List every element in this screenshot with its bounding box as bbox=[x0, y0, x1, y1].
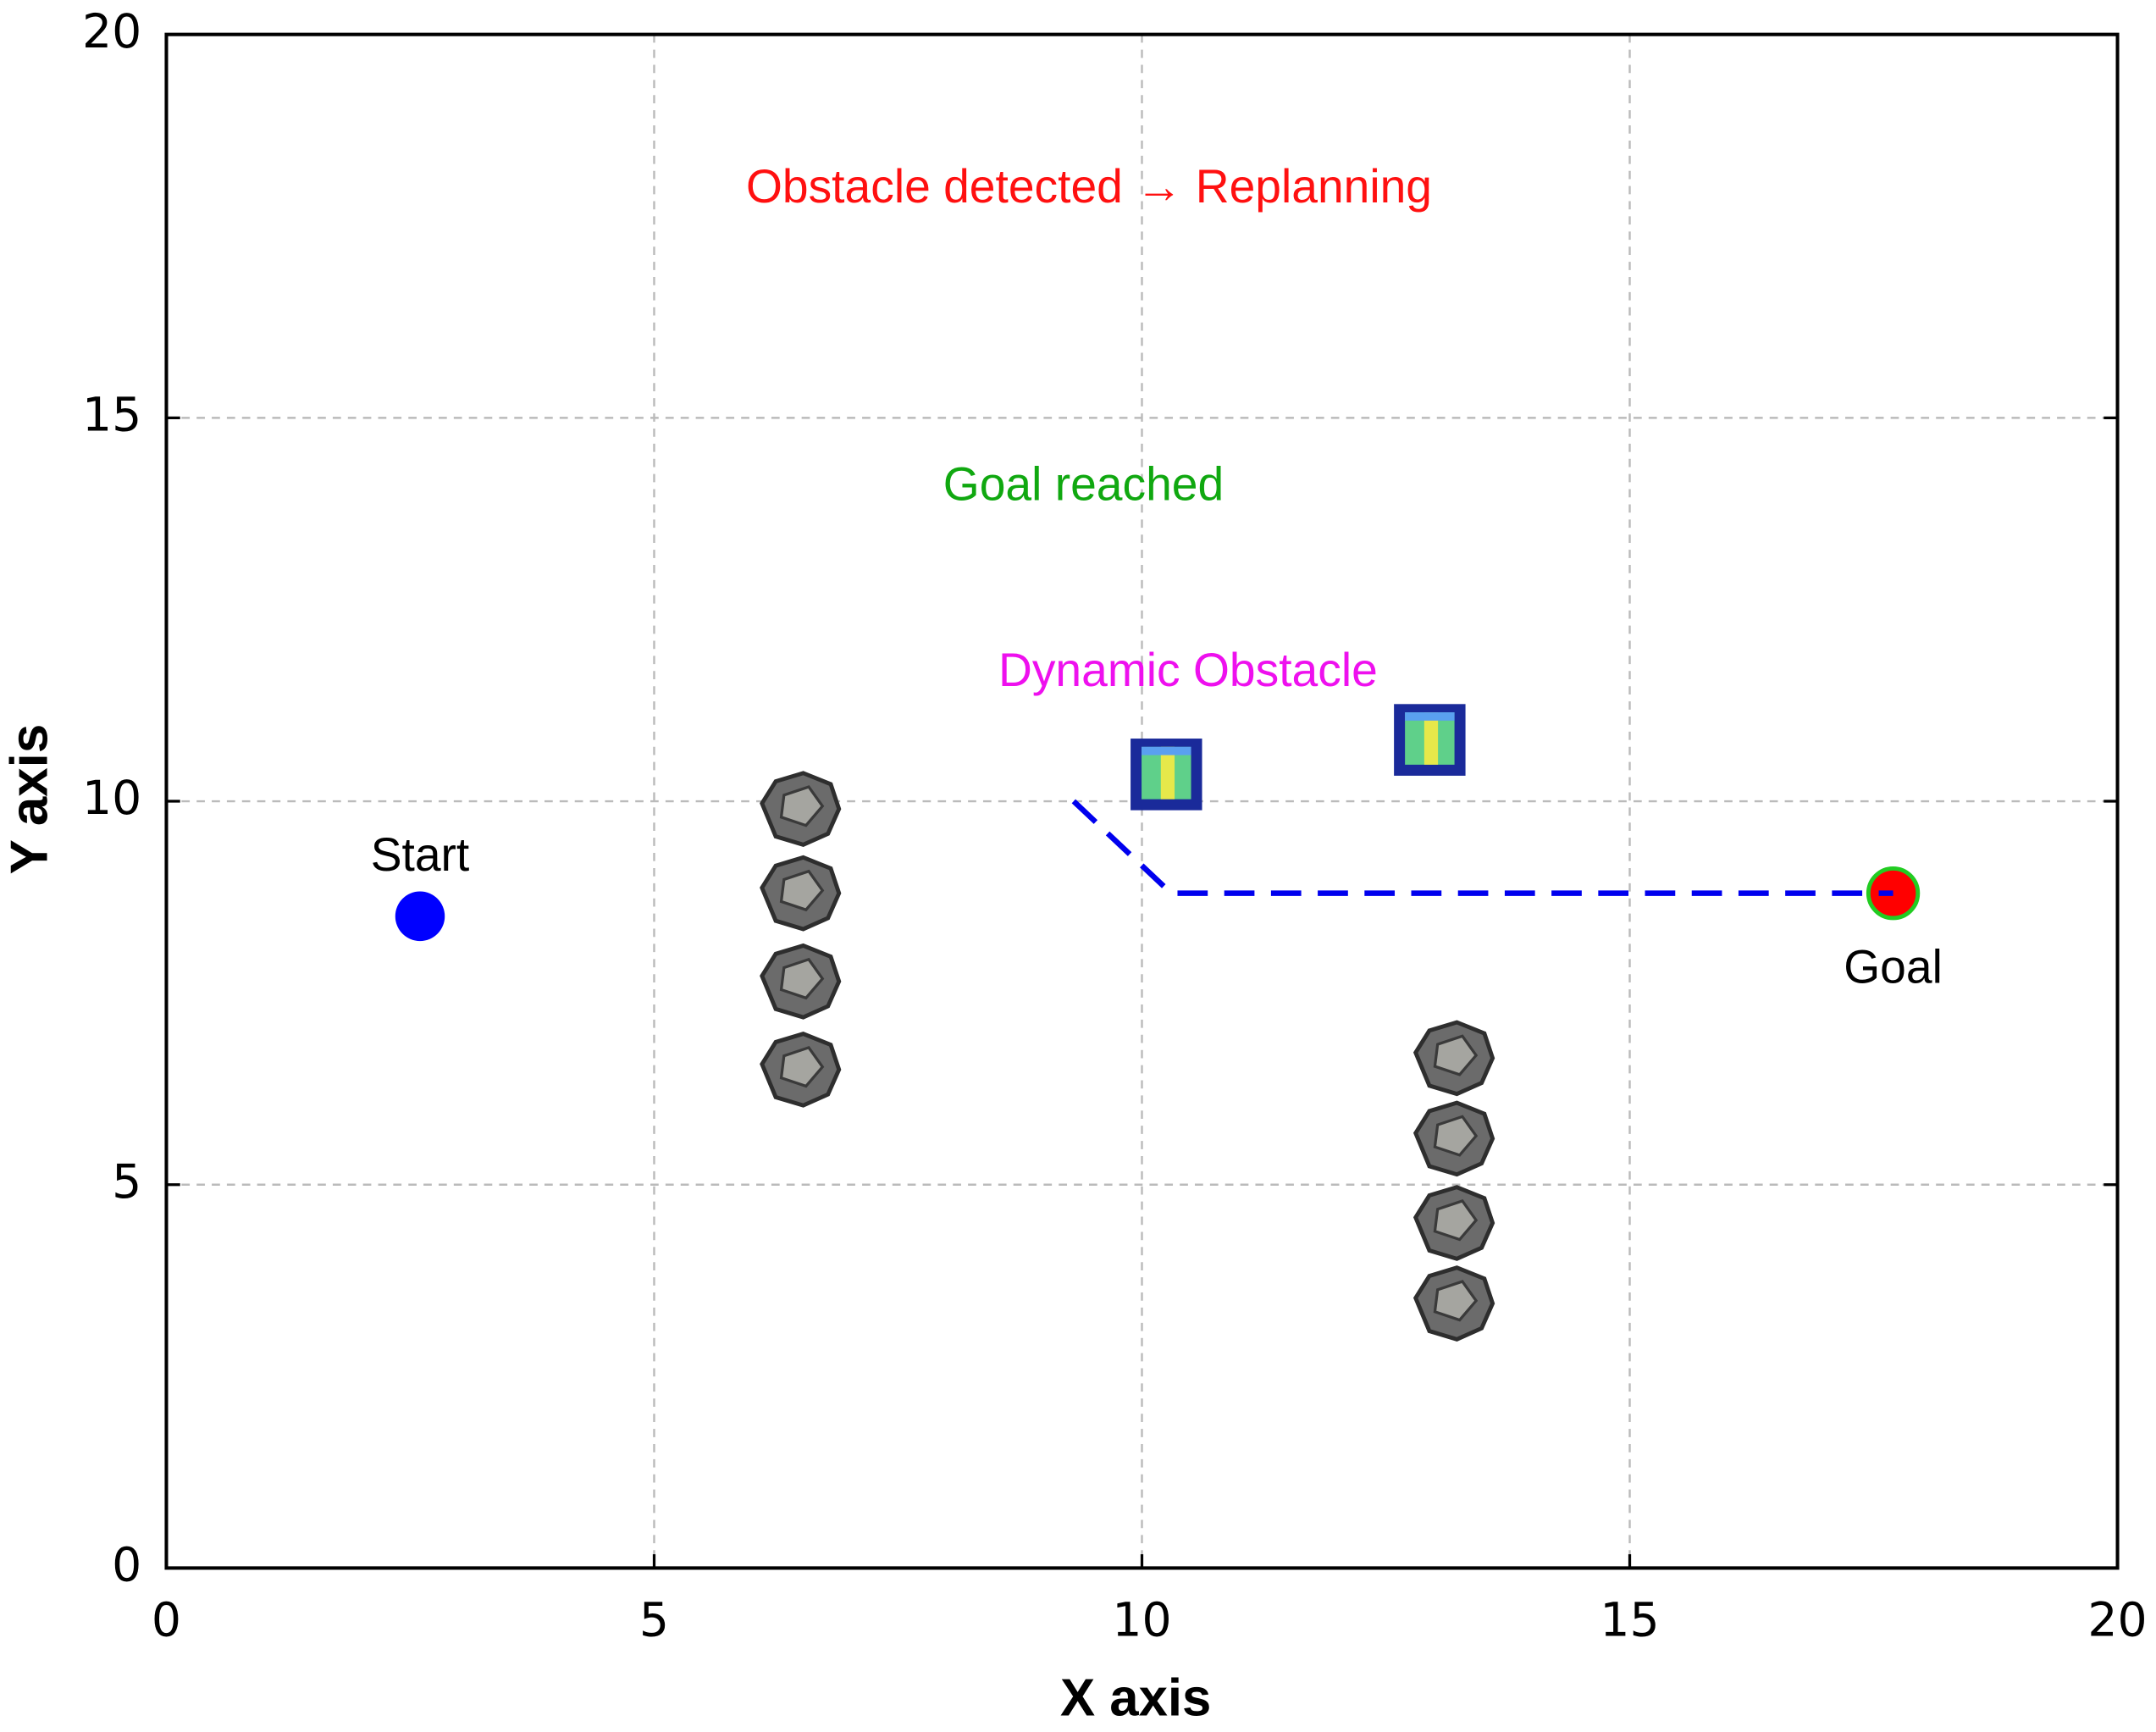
x-tick-label: 20 bbox=[2087, 1594, 2147, 1648]
rock-facet bbox=[779, 869, 825, 912]
rock-facet bbox=[1433, 1280, 1479, 1322]
rock-obstacle bbox=[1412, 1185, 1495, 1261]
rock-facet bbox=[779, 785, 825, 827]
y-tick-label: 10 bbox=[82, 772, 141, 826]
x-tick-label: 15 bbox=[1600, 1594, 1659, 1648]
x-tick-label: 0 bbox=[152, 1594, 181, 1648]
path-line bbox=[1071, 799, 1893, 896]
dynamic-obstacle bbox=[1131, 739, 1202, 811]
point-label: Goal bbox=[1844, 940, 1943, 993]
y-tick-label: 0 bbox=[112, 1539, 141, 1593]
y-tick-label: 20 bbox=[82, 5, 141, 59]
y-tick-label: 15 bbox=[82, 388, 141, 442]
annotation: Goal reached bbox=[943, 457, 1224, 510]
rock-obstacle bbox=[1412, 1100, 1495, 1177]
point-label: Start bbox=[371, 828, 470, 881]
x-tick-label: 10 bbox=[1112, 1594, 1171, 1648]
x-axis-label: X axis bbox=[1060, 1668, 1211, 1727]
rock-obstacle bbox=[760, 771, 842, 847]
x-tick-label: 5 bbox=[639, 1594, 669, 1648]
rock-obstacle bbox=[760, 1032, 842, 1108]
rock-facet bbox=[1433, 1199, 1479, 1242]
dynamic-obstacle bbox=[1394, 704, 1466, 776]
rock-facet bbox=[1433, 1034, 1479, 1076]
rock-facet bbox=[779, 957, 825, 1000]
box-stripe bbox=[1405, 712, 1455, 721]
annotation: Dynamic Obstacle bbox=[998, 644, 1378, 696]
box-stripe bbox=[1160, 746, 1175, 800]
rock-facet bbox=[1433, 1115, 1479, 1157]
rock-obstacle bbox=[1412, 1020, 1495, 1097]
y-axis-label: Y axis bbox=[0, 724, 58, 875]
box-stripe bbox=[1142, 746, 1191, 755]
y-tick-label: 5 bbox=[112, 1155, 141, 1209]
point bbox=[395, 891, 445, 942]
box-stripe bbox=[1424, 712, 1439, 765]
rock-obstacle bbox=[760, 943, 842, 1020]
rock-obstacle bbox=[760, 855, 842, 932]
annotation: Obstacle detected → Replanning bbox=[746, 160, 1432, 213]
plot-frame bbox=[164, 32, 2120, 1570]
rock-obstacle bbox=[1412, 1265, 1495, 1342]
rock-facet bbox=[779, 1045, 825, 1088]
